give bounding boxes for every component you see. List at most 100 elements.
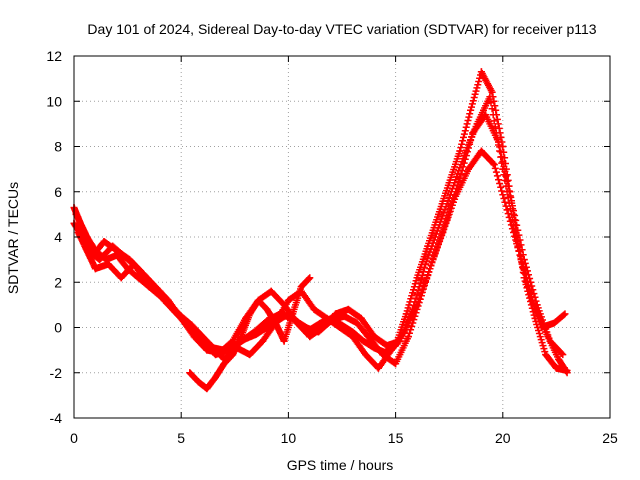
data-point — [237, 333, 245, 341]
y-tick-label: -4 — [50, 410, 63, 426]
data-point — [370, 333, 378, 341]
data-point — [447, 188, 455, 196]
data-point — [392, 360, 400, 368]
data-point — [405, 333, 412, 341]
data-point — [319, 324, 327, 331]
data-point — [259, 337, 267, 345]
data-point — [422, 260, 430, 268]
data-point — [81, 229, 89, 236]
data-point — [203, 385, 211, 393]
y-tick-labels: -4 -2 0 2 4 6 8 10 12 — [46, 48, 62, 426]
data-point — [212, 373, 219, 381]
data-point — [555, 355, 562, 363]
x-tick-label: 20 — [495, 430, 511, 446]
data-point — [413, 274, 421, 282]
data-point — [559, 351, 567, 359]
data-point — [383, 342, 391, 350]
series-track-3 — [74, 147, 571, 377]
data-point — [499, 165, 507, 173]
data-point — [465, 165, 472, 173]
data-point — [229, 351, 237, 359]
data-series — [70, 68, 571, 393]
data-point — [357, 314, 365, 322]
y-axis-label: SDTVAR / TECUs — [5, 182, 21, 294]
data-point — [194, 378, 202, 386]
data-point — [91, 265, 99, 273]
series-track-5 — [186, 274, 314, 393]
chart-title: Day 101 of 2024, Sidereal Day-to-day VTE… — [87, 21, 596, 37]
data-point — [336, 324, 344, 331]
x-tick-label: 25 — [602, 430, 618, 446]
grid-lines — [74, 56, 610, 418]
data-point — [306, 274, 314, 282]
data-point — [267, 287, 275, 295]
data-point — [177, 314, 185, 322]
data-point — [89, 251, 97, 259]
data-point — [477, 68, 485, 76]
data-point — [460, 152, 468, 160]
data-point — [293, 319, 301, 327]
data-point — [310, 305, 318, 313]
data-point — [349, 333, 357, 341]
data-point — [284, 296, 292, 304]
data-point — [359, 337, 367, 345]
y-tick-label: 12 — [46, 48, 62, 64]
data-point — [467, 106, 475, 114]
data-point — [113, 247, 121, 255]
data-point — [263, 305, 271, 313]
data-point — [486, 93, 494, 101]
data-point — [263, 317, 271, 325]
y-tick-label: 0 — [54, 320, 62, 336]
data-point — [366, 335, 374, 343]
data-point — [490, 161, 498, 169]
data-point — [537, 324, 545, 331]
y-tick-label: 6 — [54, 184, 62, 200]
x-tick-label: 15 — [388, 430, 404, 446]
data-point — [254, 296, 262, 304]
data-point — [139, 269, 147, 277]
data-point — [374, 364, 382, 372]
data-point — [152, 283, 159, 291]
data-point — [317, 319, 325, 327]
x-axis-label: GPS time / hours — [287, 457, 394, 473]
data-point — [272, 319, 279, 327]
data-point — [435, 224, 442, 232]
data-point — [306, 333, 314, 341]
x-tick-label: 10 — [281, 430, 297, 446]
data-point — [550, 319, 558, 327]
data-point — [488, 88, 496, 96]
data-point — [525, 287, 532, 295]
data-point — [104, 260, 112, 268]
data-point — [542, 351, 550, 359]
data-point — [402, 310, 410, 318]
data-point — [220, 360, 228, 368]
data-point — [250, 328, 258, 336]
data-point — [409, 305, 417, 313]
data-point — [332, 310, 340, 318]
data-point — [186, 369, 194, 377]
data-point — [229, 337, 237, 345]
data-point — [216, 348, 224, 356]
data-point — [353, 319, 361, 327]
data-point — [246, 310, 254, 318]
x-tick-label: 0 — [70, 430, 78, 446]
data-point — [280, 337, 288, 345]
data-point — [512, 233, 520, 241]
data-point — [561, 310, 569, 318]
data-point — [297, 283, 305, 291]
y-tick-label: 8 — [54, 139, 62, 155]
data-point — [563, 369, 571, 377]
axis-ticks — [73, 55, 611, 419]
data-point — [74, 229, 82, 236]
data-point — [126, 256, 134, 264]
data-point — [439, 229, 447, 236]
data-point — [542, 328, 550, 336]
data-point — [289, 310, 297, 318]
data-point — [190, 333, 198, 341]
data-point — [362, 351, 370, 359]
data-point — [426, 265, 434, 273]
data-point — [503, 206, 511, 214]
x-tick-label: 5 — [177, 430, 185, 446]
data-point — [246, 351, 254, 359]
data-point — [203, 346, 211, 354]
